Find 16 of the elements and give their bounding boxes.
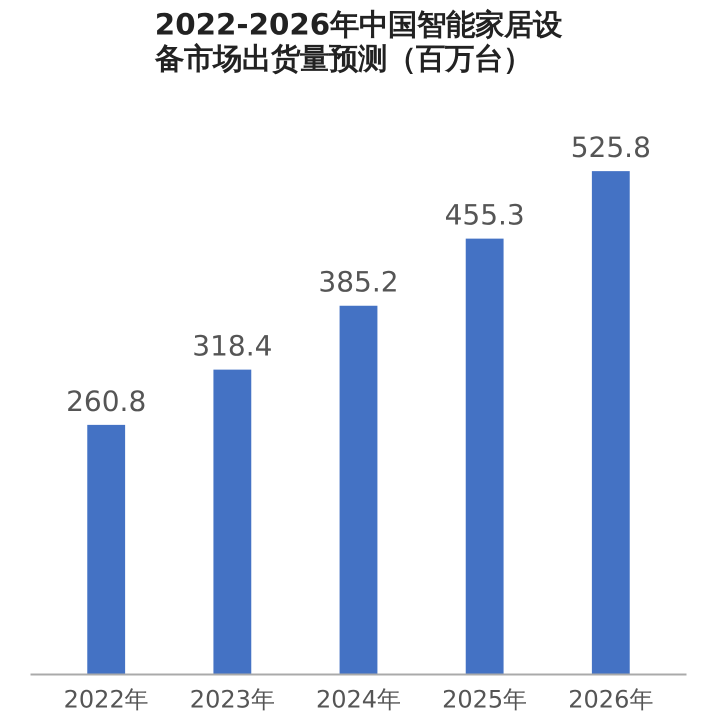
x-tick-label: 2024年 [316,686,402,714]
data-label: 260.8 [66,384,146,418]
data-label: 385.2 [318,266,399,299]
bar [466,238,504,674]
bar [592,171,630,674]
x-tick-label: 2026年 [568,686,654,714]
data-label: 455.3 [444,198,525,232]
bar [340,306,378,674]
data-label: 525.8 [570,131,651,164]
chart-title: 2022-2026年中国智能家居设备市场出货量预测（百万台） [154,8,562,76]
data-label: 318.4 [192,330,272,363]
x-tick-label: 2025年 [442,686,528,714]
x-tick-label: 2023年 [190,686,275,714]
bar [213,370,252,674]
bar [87,424,126,674]
x-tick-label: 2022年 [64,686,149,714]
